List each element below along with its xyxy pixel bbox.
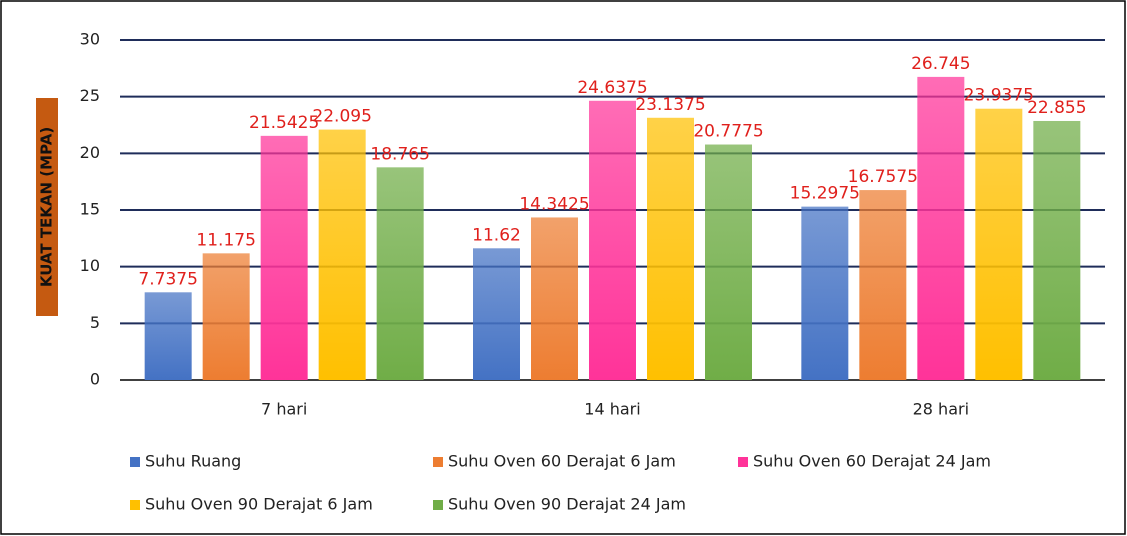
bar [589,100,636,381]
data-label: 11.62 [472,225,521,245]
y-tick-label: 20 [80,143,100,162]
legend-swatch [433,500,443,510]
legend-label: Suhu Oven 90 Derajat 24 Jam [448,495,686,514]
y-tick-label: 10 [80,256,100,275]
bar [318,129,366,380]
data-label: 15.2975 [790,184,860,204]
legend-label: Suhu Oven 60 Derajat 24 Jam [753,452,991,471]
legend-label: Suhu Oven 90 Derajat 6 Jam [145,495,373,514]
legend-swatch [433,457,443,467]
data-label: 23.1375 [635,95,705,115]
data-label: 18.765 [370,144,429,164]
bar [531,217,578,380]
y-tick-label: 15 [80,200,100,219]
y-tick-label: 25 [80,86,100,105]
legend-label: Suhu Ruang [145,452,241,471]
x-tick-label: 7 hari [261,400,307,419]
data-label: 22.095 [312,107,371,127]
data-label: 14.3425 [519,194,589,214]
data-label: 22.855 [1027,98,1086,118]
data-label: 7.7375 [138,269,197,289]
bar [647,117,694,381]
bar [917,76,965,380]
bar [1033,120,1081,380]
bar [260,135,308,380]
data-label: 26.745 [911,54,970,74]
data-label: 23.9375 [964,86,1034,106]
bar [202,253,250,380]
legend-swatch [130,457,140,467]
bar [144,292,192,380]
x-tick-label: 28 hari [913,400,969,419]
bar [705,144,752,380]
y-tick-label: 30 [80,30,100,49]
y-tick-label: 5 [90,313,100,332]
legend-swatch [130,500,140,510]
y-axis-label: KUAT TEKAN (MPA) [38,127,56,287]
y-label-box [36,98,58,316]
y-tick-label: 0 [90,370,100,389]
bar [473,248,520,380]
data-label: 11.175 [196,230,255,250]
data-label: 24.6375 [577,78,647,98]
legend-swatch [738,457,748,467]
data-label: 21.5425 [249,113,319,133]
bar [975,108,1023,380]
bar [801,206,849,380]
x-tick-label: 14 hari [584,400,640,419]
data-label: 16.7575 [848,167,918,187]
bar [376,167,424,380]
legend-label: Suhu Oven 60 Derajat 6 Jam [448,452,676,471]
bar [859,190,907,380]
data-label: 20.7775 [693,122,763,142]
